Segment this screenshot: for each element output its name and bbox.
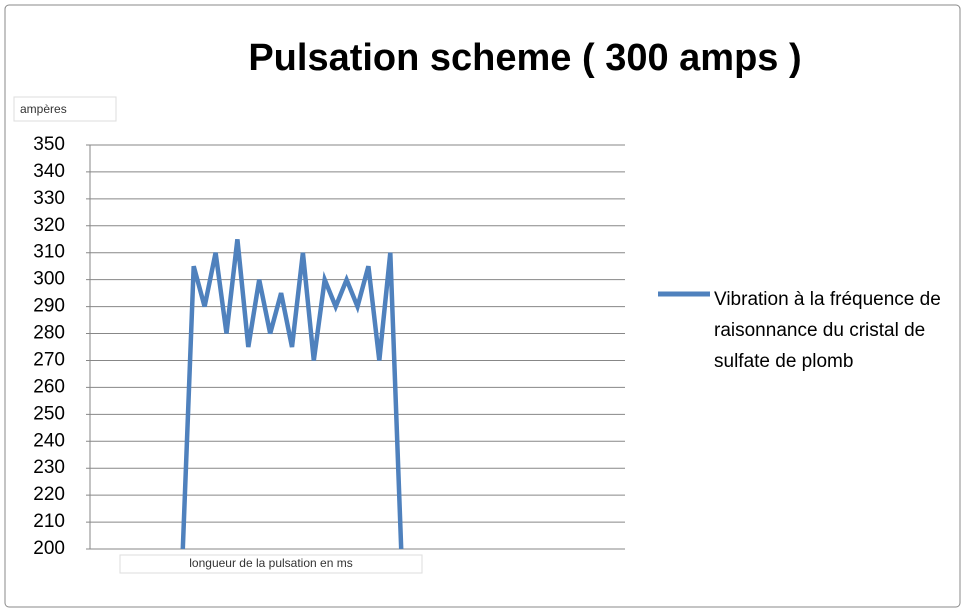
y-tick-label: 220 xyxy=(33,484,65,505)
y-tick-label: 320 xyxy=(33,215,65,236)
legend-label: Vibration à la fréquence de raisonnance … xyxy=(714,289,941,372)
chart-border xyxy=(4,4,961,608)
y-tick-label: 200 xyxy=(33,538,65,559)
x-axis-label: longueur de la pulsation en ms xyxy=(189,556,352,570)
y-label-box xyxy=(13,96,117,122)
y-tick-label: 270 xyxy=(33,349,65,370)
x-label-box xyxy=(119,554,423,574)
y-tick-label: 230 xyxy=(33,457,65,478)
y-tick-label: 330 xyxy=(33,188,65,209)
chart-title: Pulsation scheme ( 300 amps ) xyxy=(248,37,801,79)
y-tick-label: 240 xyxy=(33,430,65,451)
y-tick-label: 260 xyxy=(33,376,65,397)
y-tick-label: 290 xyxy=(33,296,65,317)
series-line xyxy=(180,239,404,550)
y-tick-label: 250 xyxy=(33,403,65,424)
y-tick-label: 300 xyxy=(33,269,65,290)
y-axis-label: ampères xyxy=(20,102,67,116)
y-tick-label: 280 xyxy=(33,323,65,344)
y-tick-label: 310 xyxy=(33,242,65,263)
y-tick-label: 210 xyxy=(33,511,65,532)
y-tick-label: 350 xyxy=(33,134,65,155)
y-tick-label: 340 xyxy=(33,161,65,182)
